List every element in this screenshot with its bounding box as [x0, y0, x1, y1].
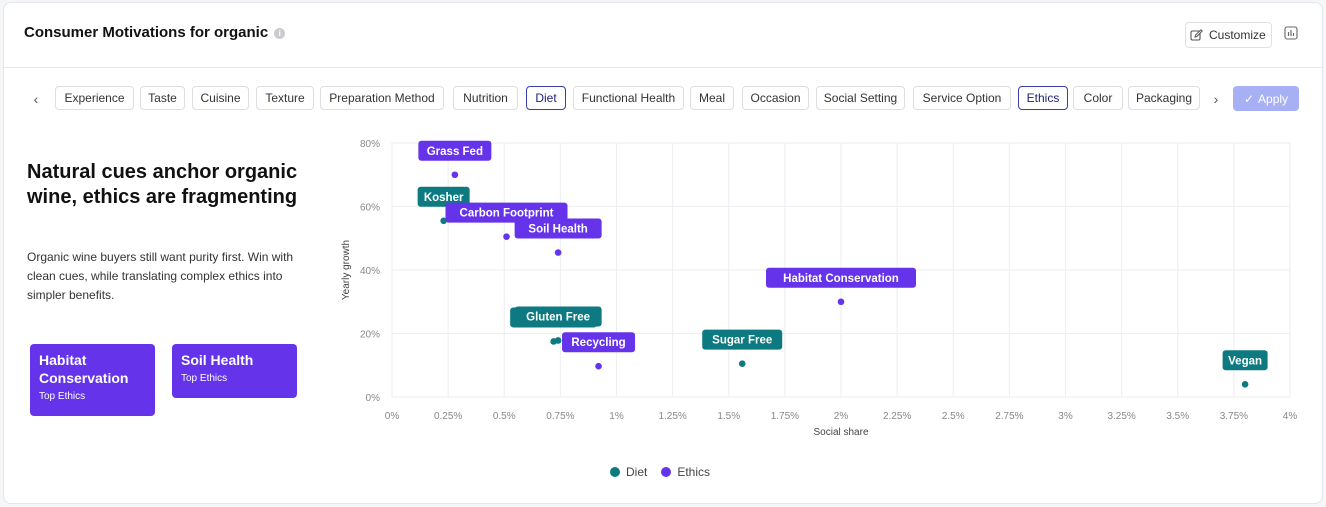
data-label-badge	[445, 202, 568, 223]
data-label: Habitat Conservation	[783, 273, 899, 285]
data-label: Sugar Free	[712, 335, 772, 347]
page-title: Consumer Motivations for organic i	[24, 24, 286, 41]
legend-label-diet: Diet	[626, 465, 648, 479]
x-tick-label: 4%	[1283, 411, 1298, 422]
data-point	[451, 171, 459, 179]
x-tick-label: 0%	[385, 411, 400, 422]
data-label: Recycling	[571, 337, 625, 349]
x-tick-label: 0.25%	[434, 411, 462, 422]
highlight-card[interactable]: Habitat Conservation Top Ethics	[30, 344, 155, 416]
data-label-badge	[1222, 350, 1268, 371]
y-tick-label: 20%	[360, 330, 380, 341]
chart-legend: Diet Ethics	[610, 465, 710, 479]
data-label: Grass Fed	[427, 146, 483, 158]
y-tick-label: 80%	[360, 139, 380, 150]
x-tick-label: 1%	[609, 411, 624, 422]
scatter-chart: 0% 0.25% 0.5% 0.75% 1% 1.25% 1.5% 1.75% 2% 2.25% 2…	[341, 139, 1298, 438]
x-tick-label: 3.75%	[1220, 411, 1248, 422]
x-tick-label: 2.75%	[995, 411, 1023, 422]
x-tick-label: 0.5%	[493, 411, 516, 422]
data-label: Soil Health	[528, 224, 587, 236]
data-label: Gluten Free	[526, 311, 590, 323]
legend-item-ethics[interactable]: Ethics	[661, 465, 710, 479]
tab-preparation-method[interactable]: Preparation Method	[320, 86, 444, 110]
apply-button[interactable]: ✓ Apply	[1233, 86, 1299, 111]
tab-ethics[interactable]: Ethics	[1018, 86, 1068, 110]
legend-label-ethics: Ethics	[677, 465, 711, 479]
x-tick-label: 1.25%	[658, 411, 686, 422]
data-label-badge	[418, 140, 492, 161]
highlight-subtitle: Top Ethics	[39, 391, 86, 402]
x-tick-label: 2.25%	[883, 411, 911, 422]
legend-dot-diet	[610, 467, 620, 477]
insight-body: Organic wine buyers still want purity fi…	[27, 250, 294, 302]
tab-experience[interactable]: Experience	[55, 86, 134, 110]
chart-card: Consumer Motivations for organic i Custom…	[3, 2, 1323, 504]
tab-meal[interactable]: Meal	[690, 86, 734, 110]
card-header: Consumer Motivations for organic i Custom…	[4, 3, 1322, 68]
data-label-badge	[417, 186, 470, 207]
y-tick-label: 0%	[366, 393, 381, 404]
data-point	[503, 233, 510, 240]
highlight-subtitle: Top Ethics	[181, 373, 228, 384]
highlight-title: Habitat Conservation	[39, 352, 129, 386]
tab-social-setting[interactable]: Social Setting	[816, 86, 905, 110]
data-label-badge	[514, 306, 602, 327]
tab-diet[interactable]: Diet	[526, 86, 566, 110]
data-label-badge	[562, 332, 636, 353]
data-label: Vegan	[1228, 355, 1262, 367]
x-tick-label: 1.75%	[771, 411, 799, 422]
data-label-badge	[702, 329, 783, 350]
insight-headline: Natural cues anchor organic wine, ethics…	[27, 161, 298, 208]
y-axis-label: Yearly growth	[341, 240, 352, 300]
x-tick-label: 3.5%	[1166, 411, 1189, 422]
data-point	[1241, 381, 1249, 388]
data-label: Kosher	[424, 192, 464, 204]
info-icon[interactable]: i	[274, 28, 286, 39]
tab-occasion[interactable]: Occasion	[742, 86, 809, 110]
tab-texture[interactable]: Texture	[256, 86, 314, 110]
highlight-title: Soil Health	[181, 352, 254, 368]
data-point	[595, 362, 602, 370]
data-point	[554, 249, 562, 256]
x-tick-label: 3%	[1058, 411, 1073, 422]
tab-service-option[interactable]: Service Option	[913, 86, 1011, 110]
tab-packaging[interactable]: Packaging	[1128, 86, 1200, 110]
edit-icon	[1190, 28, 1203, 41]
data-label: Carbon Footprint	[460, 208, 554, 220]
apply-label: Apply	[1258, 91, 1289, 106]
chart-view-icon[interactable]	[1284, 26, 1298, 40]
category-tabs: ‹ Experience Taste Cuisine Texture Preparati…	[0, 84, 1326, 114]
highlight-card[interactable]: Soil Health Top Ethics	[172, 344, 297, 398]
x-tick-label: 1.5%	[717, 411, 740, 422]
legend-dot-ethics	[661, 467, 672, 477]
data-point	[554, 337, 562, 344]
data-point	[440, 217, 447, 225]
data-point	[837, 298, 845, 306]
y-tick-label: 40%	[360, 266, 380, 277]
chevron-left-icon[interactable]: ‹	[33, 91, 39, 107]
x-tick-label: 3.25%	[1107, 411, 1135, 422]
tab-taste[interactable]: Taste	[140, 86, 185, 110]
data-label-badge	[514, 218, 602, 239]
page-title-text: Consumer Motivations for organic	[24, 24, 269, 41]
chevron-right-icon[interactable]: ›	[1213, 91, 1219, 107]
legend-item-diet[interactable]: Diet	[610, 465, 647, 479]
data-label-badge	[766, 267, 916, 288]
data-point	[738, 360, 746, 367]
tab-functional-health[interactable]: Functional Health	[573, 86, 684, 110]
customize-label: Customize	[1209, 28, 1266, 42]
x-axis-label: Social share	[813, 427, 868, 438]
y-tick-label: 60%	[360, 203, 380, 214]
tab-nutrition[interactable]: Nutrition	[453, 86, 518, 110]
customize-button[interactable]: Customize	[1185, 22, 1272, 48]
tab-color[interactable]: Color	[1073, 86, 1123, 110]
check-icon: ✓	[1243, 91, 1255, 106]
tab-cuisine[interactable]: Cuisine	[192, 86, 249, 110]
x-tick-label: 0.75%	[546, 411, 574, 422]
x-tick-label: 2.5%	[942, 411, 965, 422]
x-tick-label: 2%	[834, 411, 849, 422]
